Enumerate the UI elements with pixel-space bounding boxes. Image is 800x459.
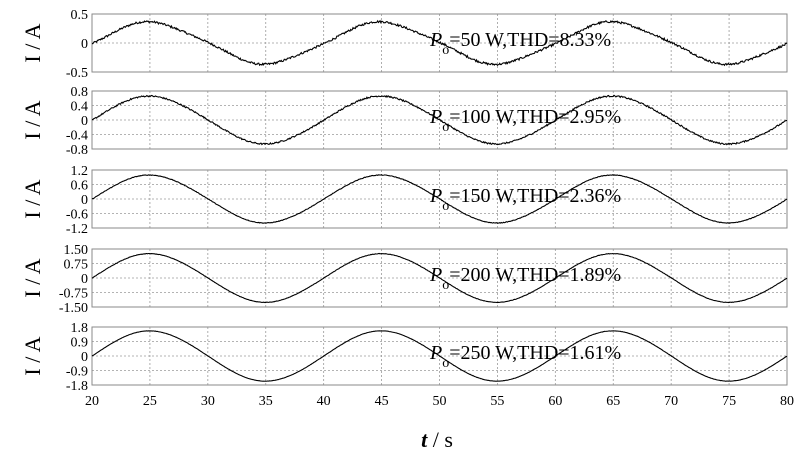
y-tick-label: 0.5 [71, 8, 89, 23]
panel-4: 1.500.750-0.75-1.50 I / A Po=200 W,THD=1.8… [20, 243, 788, 316]
x-axis-label-var: t [421, 427, 428, 452]
y-tick-label: 1.2 [71, 164, 89, 179]
annotation-symbol: P [429, 264, 442, 286]
x-tick-label: 80 [780, 394, 794, 409]
annotation-symbol: P [429, 106, 442, 128]
y-tick-label: 0.6 [71, 179, 89, 194]
annotation-text: =150 W,THD=2.36% [449, 185, 621, 207]
y-tick-label: 0.8 [71, 85, 89, 100]
x-tick-label: 25 [143, 394, 157, 409]
x-axis: 20 25 30 35 40 45 50 55 60 65 70 75 80 [85, 394, 794, 409]
y-tick-label: 0 [81, 114, 88, 129]
y-tick-label: 0 [81, 350, 88, 365]
thd-annotation: Po=250 W,THD=1.61% [429, 342, 621, 371]
y-tick-label: -0.8 [66, 143, 88, 158]
thd-annotation: Po=200 W,THD=1.89% [429, 264, 621, 293]
y-axis-label: I / A [20, 23, 45, 62]
y-tick-label: -0.5 [66, 66, 88, 81]
current-waveform [91, 174, 788, 224]
y-tick-label: -0.4 [66, 129, 88, 144]
x-axis-label-unit: / s [427, 427, 453, 452]
y-axis-label: I / A [20, 336, 45, 375]
annotation-subscript: o [442, 278, 449, 293]
y-tick-label: -0.9 [66, 365, 88, 380]
y-tick-label: -1.50 [59, 301, 88, 316]
y-tick-label: 0 [81, 37, 88, 52]
x-tick-label: 20 [85, 394, 99, 409]
panel-1: 0.5 0 -0.5 I / A Po=50 W,THD=8.33% [20, 8, 788, 81]
current-waveform [91, 252, 788, 304]
y-axis-label: I / A [20, 100, 45, 139]
thd-annotation: Po=100 W,THD=2.95% [429, 106, 621, 135]
x-axis-label: t / s [421, 427, 453, 452]
thd-annotation: Po=150 W,THD=2.36% [429, 185, 621, 214]
annotation-text: =200 W,THD=1.89% [449, 264, 621, 286]
current-waveform [91, 94, 788, 146]
x-tick-label: 30 [201, 394, 215, 409]
annotation-symbol: P [429, 185, 442, 207]
current-waveform [91, 330, 788, 382]
y-tick-label: -0.75 [59, 287, 88, 302]
x-tick-label: 35 [259, 394, 273, 409]
x-tick-label: 50 [433, 394, 447, 409]
y-axis-label: I / A [20, 258, 45, 297]
x-tick-label: 40 [317, 394, 331, 409]
y-tick-label: 0 [81, 272, 88, 287]
annotation-text: =100 W,THD=2.95% [449, 106, 621, 128]
x-tick-label: 45 [375, 394, 389, 409]
y-tick-label: 0.9 [71, 336, 89, 351]
panel-3: 1.20.60-0.6-1.2 I / A Po=150 W,THD=2.36% [20, 164, 788, 237]
panel-2: 0.80.40-0.4-0.8 I / A Po=100 W,THD=2.95% [20, 85, 788, 158]
annotation-subscript: o [442, 43, 449, 58]
y-tick-label: -0.6 [66, 208, 88, 223]
y-axis-label: I / A [20, 179, 45, 218]
annotation-subscript: o [442, 199, 449, 214]
x-tick-label: 55 [490, 394, 504, 409]
panels-group: 0.50-0.5I / A Po=50 W,THD=8.33%0.80.40-0.… [20, 8, 788, 394]
annotation-subscript: o [442, 120, 449, 135]
y-tick-label: 1.8 [71, 321, 89, 336]
y-tick-label: 0.75 [64, 258, 89, 273]
panel-5: 1.80.90-0.9-1.8 I / A Po=250 W,THD=1.61% [20, 321, 788, 394]
y-tick-label: 0.4 [71, 100, 89, 115]
thd-annotation: Po=50 W,THD=8.33% [429, 29, 611, 58]
y-tick-label: 0 [81, 193, 88, 208]
annotation-symbol: P [429, 342, 442, 364]
annotation-symbol: P [429, 29, 442, 51]
y-tick-label: -1.2 [66, 222, 88, 237]
x-tick-label: 75 [722, 394, 736, 409]
annotation-subscript: o [442, 356, 449, 371]
y-tick-label: 1.50 [64, 243, 89, 258]
y-tick-label: -1.8 [66, 379, 88, 394]
current-waveform [91, 19, 788, 67]
annotation-text: =50 W,THD=8.33% [449, 29, 611, 51]
x-tick-label: 70 [664, 394, 678, 409]
annotation-text: =250 W,THD=1.61% [449, 342, 621, 364]
x-tick-label: 65 [606, 394, 620, 409]
x-tick-label: 60 [548, 394, 562, 409]
